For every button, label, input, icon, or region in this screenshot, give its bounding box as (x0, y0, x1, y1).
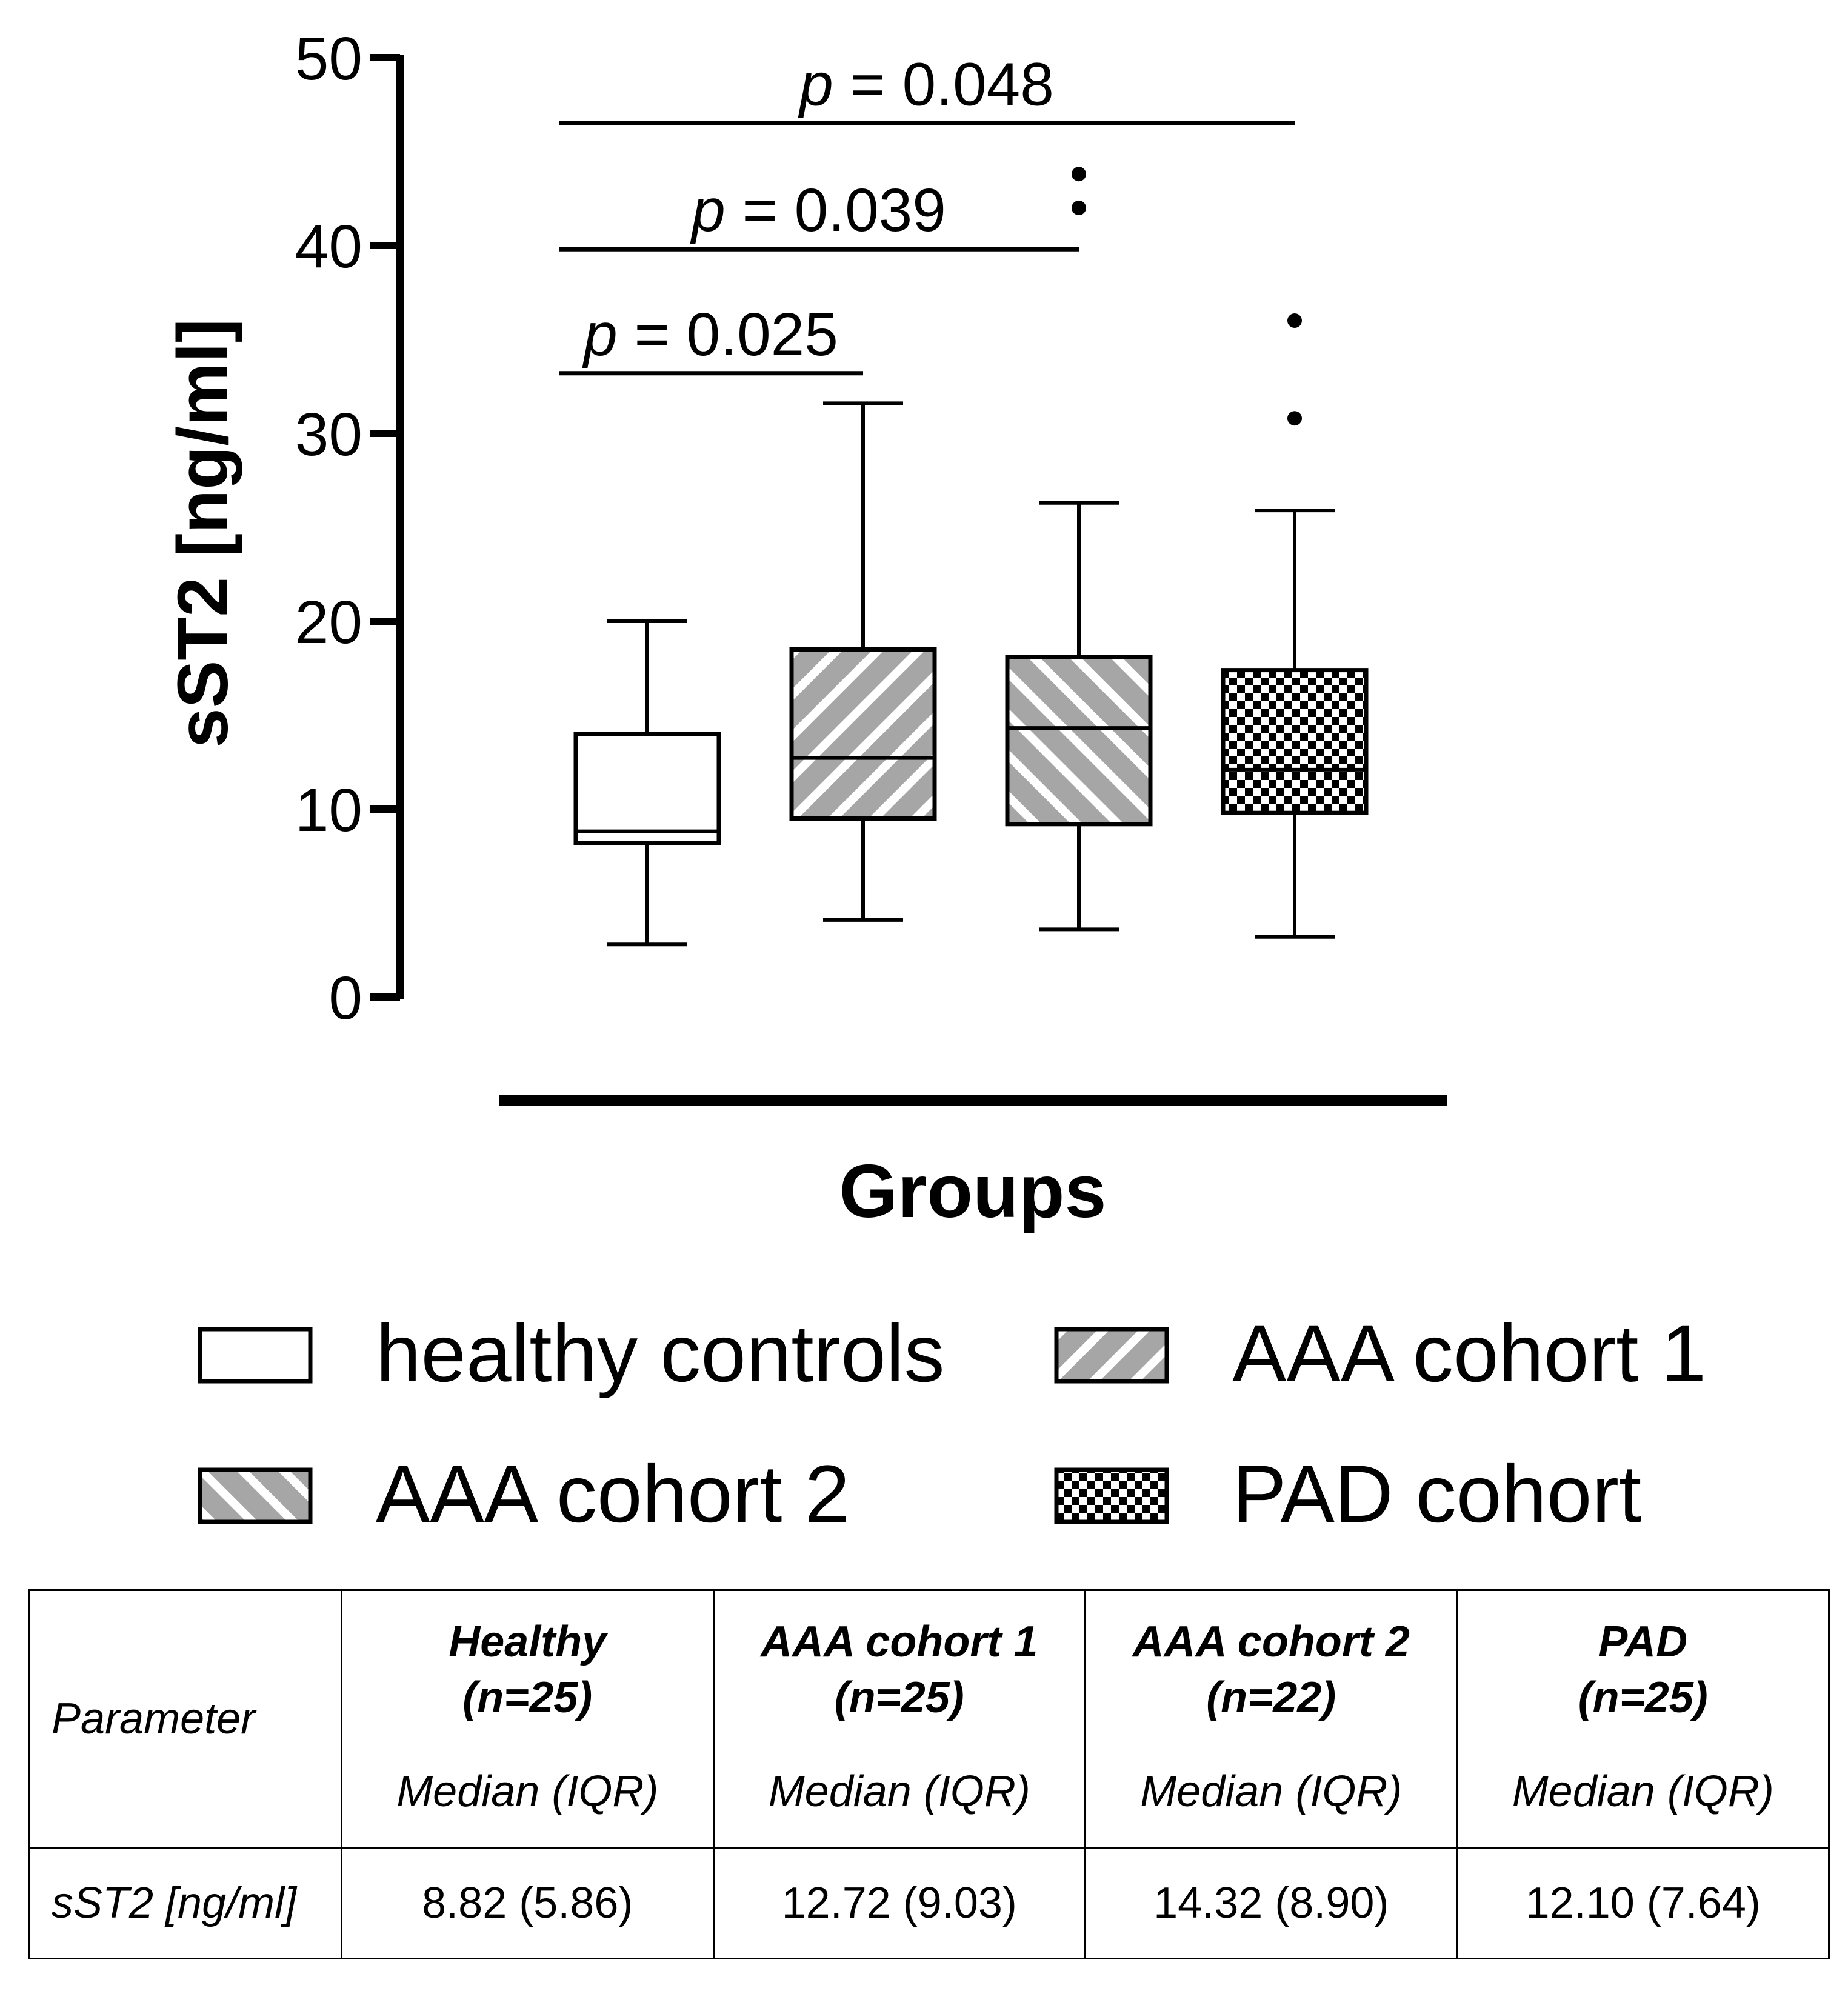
outlier-point (1287, 411, 1302, 426)
col-stat: Median (IQR) (396, 1767, 659, 1816)
col-stat: Median (IQR) (768, 1767, 1030, 1816)
table-col-aaa-cohort-2: AAA cohort 2 (n=22) Median (IQR) (1084, 1589, 1458, 1849)
legend-item: AAA cohort 1 (1054, 1309, 1706, 1399)
table-cell: 8.82 (5.86) (341, 1847, 715, 1959)
box-series (573, 167, 1369, 947)
col-n: (n=25) (462, 1673, 593, 1722)
p-value-label: p = 0.025 (582, 301, 838, 369)
legend-item: healthy controls (198, 1309, 945, 1399)
col-n: (n=25) (834, 1673, 964, 1722)
stats-table: Parameter Healthy (n=25) Median (IQR) AA… (28, 1589, 1830, 1959)
box (573, 732, 721, 845)
table-cell: 14.32 (8.90) (1084, 1847, 1458, 1959)
legend-label: healthy controls (376, 1309, 945, 1399)
col-stat: Median (IQR) (1140, 1767, 1403, 1816)
box (1221, 668, 1369, 815)
y-tick-label: 40 (295, 213, 362, 281)
table-cell: 12.72 (9.03) (712, 1847, 1086, 1959)
outlier-point (1072, 167, 1086, 182)
table-cell: 12.10 (7.64) (1456, 1847, 1830, 1959)
col-name: PAD (1598, 1618, 1688, 1666)
legend-label: AAA cohort 1 (1232, 1309, 1706, 1399)
outlier-point (1072, 201, 1086, 215)
col-stat: Median (IQR) (1512, 1767, 1774, 1816)
box-group (1221, 313, 1369, 939)
y-tick-label: 50 (295, 25, 362, 93)
box (1005, 655, 1153, 827)
col-n: (n=25) (1578, 1673, 1708, 1722)
legend-swatch (1054, 1467, 1169, 1524)
legend-item: AAA cohort 2 (198, 1449, 850, 1539)
y-tick-label: 10 (295, 776, 362, 844)
table-row-label: sST2 [ng/ml] (28, 1847, 342, 1959)
legend-label: AAA cohort 2 (376, 1449, 850, 1539)
box-group (1005, 167, 1153, 932)
table-col-healthy: Healthy (n=25) Median (IQR) (341, 1589, 715, 1849)
col-name: Healthy (449, 1618, 607, 1666)
y-tick-label: 20 (295, 589, 362, 656)
x-axis-label: Groups (839, 1150, 1107, 1233)
table-col-pad: PAD (n=25) Median (IQR) (1456, 1589, 1830, 1849)
box-group (573, 619, 721, 947)
p-value-label: p = 0.048 (798, 51, 1054, 119)
outlier-point (1287, 313, 1302, 328)
y-tick-label: 0 (329, 964, 362, 1032)
table-header-row: Parameter Healthy (n=25) Median (IQR) AA… (28, 1589, 1830, 1849)
p-value-label: p = 0.039 (690, 176, 946, 244)
significance-annotations: p = 0.025 p = 0.039 p = 0.048 (559, 51, 1295, 376)
col-n: (n=22) (1206, 1673, 1336, 1722)
legend-item: PAD cohort (1054, 1449, 1641, 1539)
legend-swatch (1054, 1327, 1169, 1384)
col-name: AAA cohort 2 (1132, 1618, 1410, 1666)
legend-swatch (198, 1327, 313, 1384)
legend-label: PAD cohort (1232, 1449, 1641, 1539)
legend-swatch (198, 1467, 313, 1524)
legend: healthy controls AAA cohort 1 AAA cohort 2… (198, 1309, 1706, 1539)
box (789, 647, 937, 821)
col-name: AAA cohort 1 (761, 1618, 1038, 1666)
box-plot-chart: 0 10 20 30 40 50 sST2 [ng/ml] Groups p = 0.02… (163, 25, 1706, 1539)
y-axis: 0 10 20 30 40 50 (295, 25, 404, 1032)
table-row: sST2 [ng/ml] 8.82 (5.86) 12.72 (9.03) 14… (28, 1847, 1830, 1959)
y-axis-label: sST2 [ng/ml] (163, 319, 243, 748)
table-col-aaa-cohort-1: AAA cohort 1 (n=25) Median (IQR) (712, 1589, 1086, 1849)
box-group (789, 401, 937, 922)
y-tick-label: 30 (295, 401, 362, 469)
table-parameter-header: Parameter (28, 1589, 342, 1849)
